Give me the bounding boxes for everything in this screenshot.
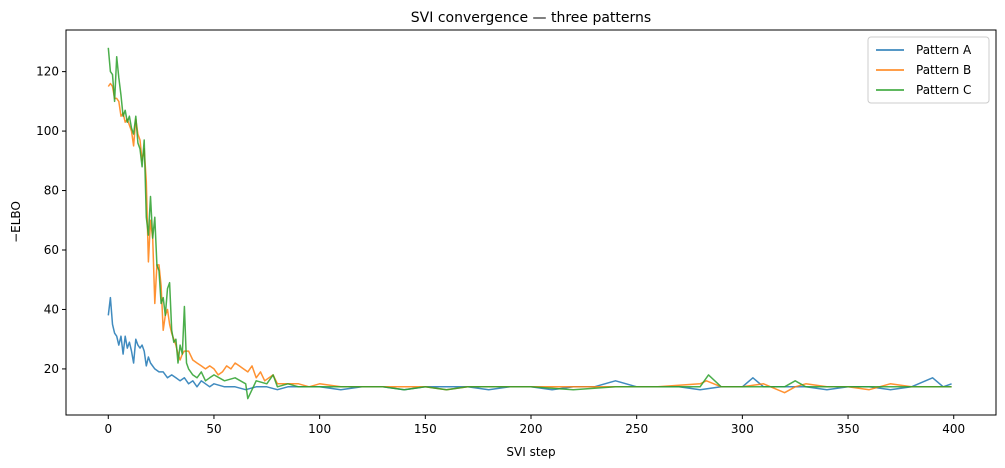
x-tick-label: 300 [731, 422, 754, 436]
legend-label: Pattern B [916, 63, 971, 77]
y-tick-label: 40 [44, 302, 59, 316]
legend: Pattern A Pattern B Pattern C [867, 36, 990, 104]
y-tick-label: 80 [44, 184, 59, 198]
x-tick-label: 250 [625, 422, 648, 436]
series-line-pattern-b [107, 82, 952, 394]
x-axis-ticks: 0 50 100 150 200 250 300 350 400 [104, 415, 965, 436]
legend-box [867, 36, 990, 104]
series-line-pattern-a [107, 296, 952, 391]
x-tick-label: 400 [942, 422, 965, 436]
x-tick-label: 50 [206, 422, 221, 436]
x-tick-label: 150 [414, 422, 437, 436]
y-axis-ticks: 20 40 60 80 100 120 [36, 65, 66, 376]
y-axis-label: −ELBO [9, 201, 23, 243]
legend-label: Pattern A [916, 43, 972, 57]
x-tick-label: 0 [104, 422, 112, 436]
y-tick-label: 20 [44, 362, 59, 376]
x-axis-label: SVI step [506, 445, 555, 459]
series-line-pattern-c [107, 47, 952, 400]
y-tick-label: 120 [36, 65, 59, 79]
legend-label: Pattern C [916, 83, 971, 97]
y-tick-label: 100 [36, 124, 59, 138]
x-tick-label: 350 [837, 422, 860, 436]
chart-title: SVI convergence — three patterns [411, 10, 651, 26]
x-tick-label: 100 [308, 422, 331, 436]
plot-lines [107, 47, 952, 400]
x-tick-label: 200 [520, 422, 543, 436]
plot-frame [65, 29, 997, 416]
y-tick-label: 60 [44, 243, 59, 257]
